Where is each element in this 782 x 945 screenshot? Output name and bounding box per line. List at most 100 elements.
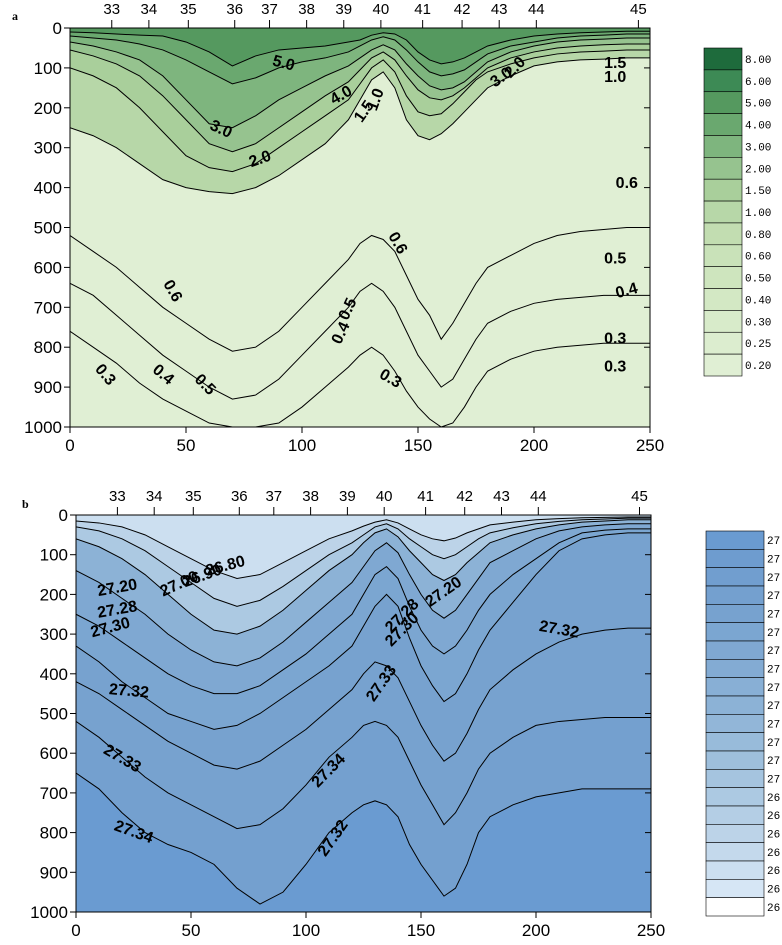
legend-swatch [703, 331, 743, 355]
legend-swatch [705, 604, 765, 623]
legend-swatch [705, 714, 765, 733]
legend-swatch [705, 750, 765, 770]
x-tick-label: 100 [288, 436, 316, 455]
panel-label: b [22, 497, 29, 511]
legend-label: 0.30 [745, 317, 771, 329]
station-label: 34 [146, 488, 163, 505]
x-tick-label: 250 [637, 921, 665, 940]
y-tick-label: 100 [34, 59, 62, 78]
legend-swatch [703, 69, 743, 93]
contour-line [70, 49, 650, 173]
legend-swatch [705, 549, 765, 568]
legend-label: 26.70 [767, 885, 782, 897]
legend-swatch [703, 244, 743, 267]
legend-label: 27.08 [767, 738, 782, 750]
station-label: 41 [414, 1, 431, 18]
legend-label: 4.00 [745, 121, 771, 133]
station-label: 39 [339, 488, 356, 505]
legend-label: 26.90 [767, 811, 782, 823]
y-tick-label: 500 [40, 705, 68, 724]
plot-area [76, 515, 651, 912]
legend-swatch [705, 805, 765, 825]
contour-line [76, 523, 651, 667]
legend-label: 27.33 [767, 591, 782, 603]
contour-line [70, 57, 650, 195]
legend-swatch [703, 288, 743, 311]
contour-label: 27.32 [108, 681, 149, 701]
station-label: 43 [491, 1, 508, 18]
contour-line [76, 532, 651, 730]
legend-label: 27.20 [767, 683, 782, 695]
contour-line [76, 627, 651, 770]
contour-label: 2.0 [247, 148, 274, 172]
station-label: 39 [335, 1, 352, 18]
contour-line [70, 43, 650, 153]
station-label: 40 [376, 488, 393, 505]
legend-swatch [703, 157, 743, 180]
legend-label: 26.80 [767, 848, 782, 860]
legend-swatch [705, 622, 765, 642]
legend-label: 27.28 [767, 646, 782, 658]
station-label: 44 [530, 488, 547, 505]
legend-swatch [705, 567, 765, 587]
legend-swatch [705, 695, 765, 715]
legend-swatch [705, 640, 765, 660]
legend-label: 1.50 [745, 186, 771, 198]
panel-b: b 26.80 26.90 27.00 27.20 27.28 27.30 27.32 27.3… [22, 488, 782, 940]
x-tick-label: 250 [636, 436, 664, 455]
panel-label: a [12, 9, 18, 23]
contour-line [76, 519, 651, 635]
legend-label: 5.00 [745, 99, 771, 111]
legend-label: 27.30 [767, 628, 782, 640]
legend-swatch [705, 787, 765, 807]
fill-band [76, 515, 651, 579]
legend-swatch [703, 353, 743, 377]
contour-label: 5.0 [271, 53, 297, 75]
station-label: 38 [302, 488, 319, 505]
station-label: 33 [109, 488, 126, 505]
legend-label: 27.36 [767, 536, 782, 548]
x-tick-label: 150 [404, 436, 432, 455]
panel-a: a5.04.03.02.01.51.03.02.0 1.51.00.60.60.5… [12, 1, 771, 455]
contour-line [70, 33, 650, 85]
y-tick-label: 600 [34, 258, 62, 277]
legend-swatch [703, 113, 743, 136]
legend-label: 27.35 [767, 555, 782, 567]
legend-label: 26.50 [767, 903, 782, 915]
station-label: 42 [456, 488, 473, 505]
contour-label: 27.32 [538, 618, 580, 642]
legend-swatch [703, 47, 743, 71]
legend-label: 3.00 [745, 142, 771, 154]
contour-label: 0.3 [604, 330, 626, 347]
y-tick-label: 0 [59, 506, 68, 525]
legend-swatch [703, 135, 743, 158]
y-tick-label: 300 [40, 625, 68, 644]
x-tick-label: 50 [177, 436, 196, 455]
contour-line [76, 772, 651, 905]
station-label: 36 [231, 488, 248, 505]
y-tick-label: 400 [34, 179, 62, 198]
station-label: 42 [454, 1, 471, 18]
legend-swatch [703, 91, 743, 114]
y-tick-label: 200 [34, 99, 62, 118]
legend-swatch [703, 310, 743, 333]
legend-label: 27.00 [767, 775, 782, 787]
station-label: 38 [298, 1, 315, 18]
contour-label: 0.3 [604, 358, 626, 375]
station-label: 33 [103, 1, 120, 18]
station-label: 43 [493, 488, 510, 505]
legend-label: 26.75 [767, 866, 782, 878]
contour-label: 0.5 [604, 251, 626, 268]
x-tick-label: 200 [520, 436, 548, 455]
x-tick-label: 100 [292, 921, 320, 940]
station-label: 36 [226, 1, 243, 18]
legend-label: 0.60 [745, 252, 771, 264]
y-tick-label: 100 [40, 546, 68, 565]
x-tick-label: 50 [182, 921, 201, 940]
station-label: 34 [141, 1, 158, 18]
legend-swatch [705, 842, 765, 862]
y-tick-label: 500 [34, 219, 62, 238]
legend-label: 0.40 [745, 295, 771, 307]
legend-label: 0.25 [745, 339, 771, 351]
legend-swatch [705, 530, 765, 550]
